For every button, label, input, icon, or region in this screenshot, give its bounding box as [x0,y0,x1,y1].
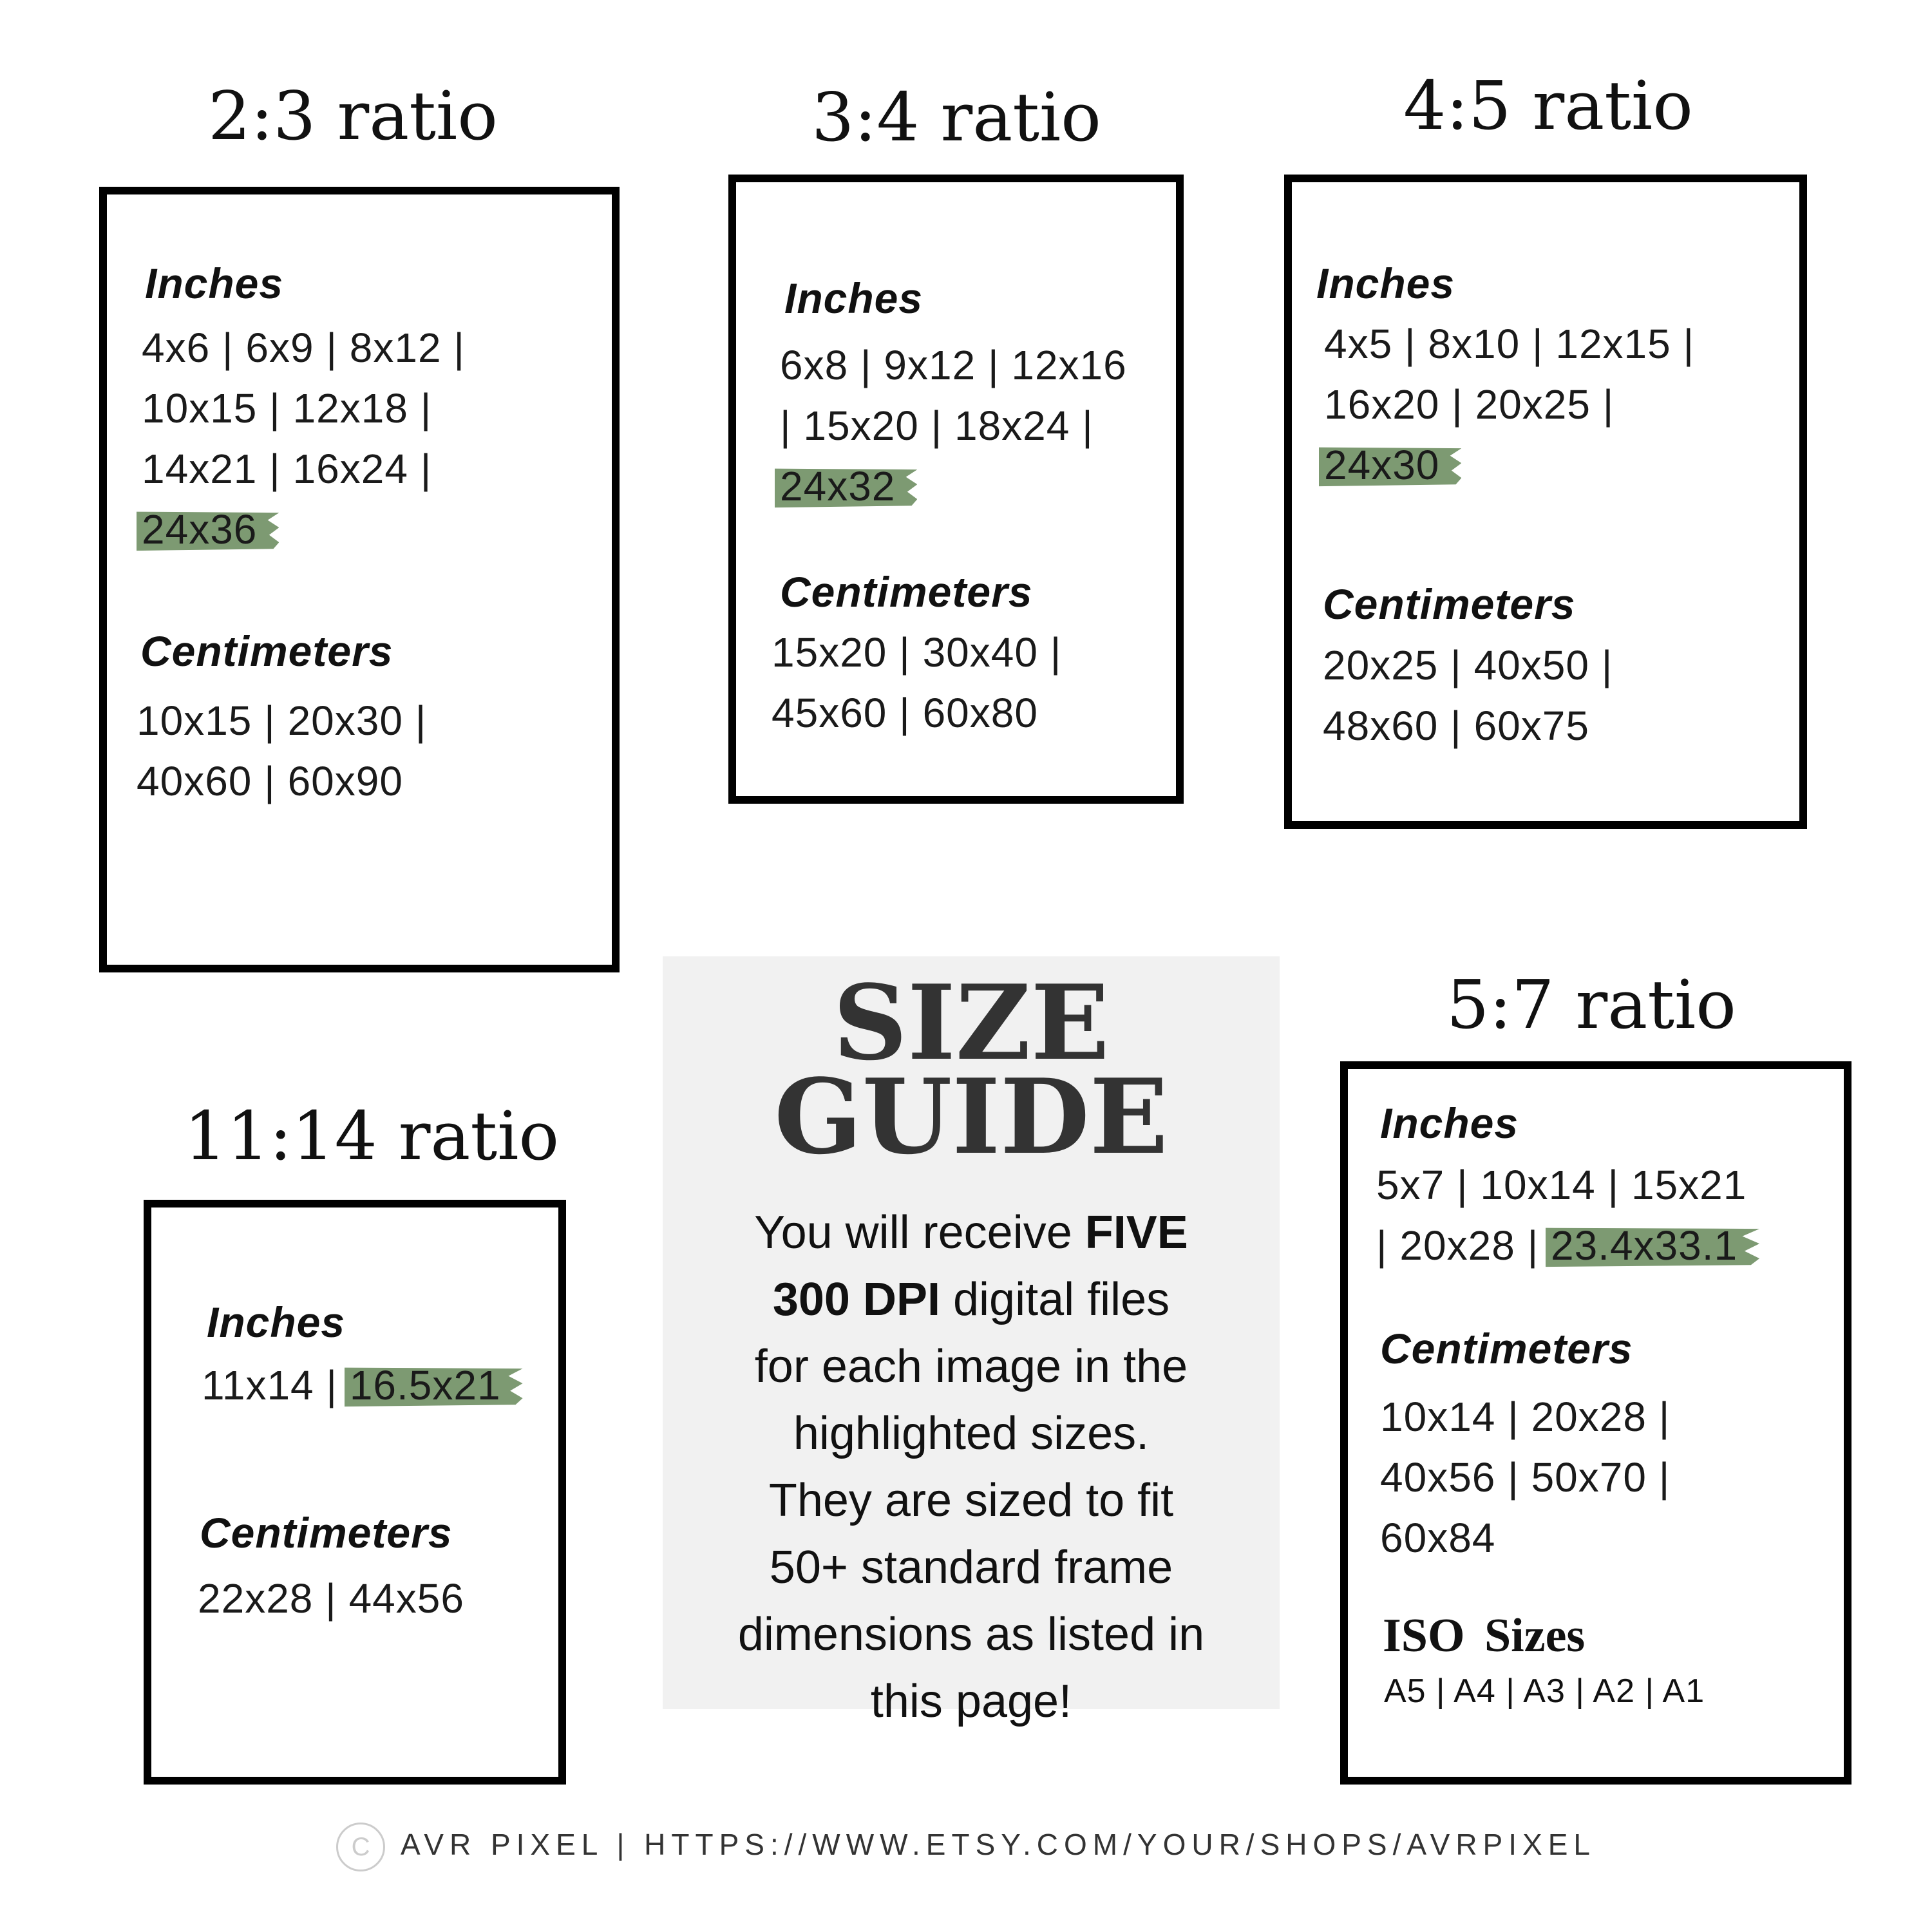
size-list-text: 6x8 | 9x12 | 12x16 [780,342,1127,388]
inches-sizes-line: 11x14 | 16.5x21 [202,1355,523,1416]
ratio-frame-11-14: Inches 11x14 | 16.5x21 Centimeters 22x28 | … [144,1200,566,1785]
inches-heading: Inches [1316,260,1455,307]
inches-sizes-line: 24x36 [137,499,279,560]
guide-text: You will receive [754,1207,1085,1258]
inches-sizes-line: 14x21 | 16x24 | [142,439,431,499]
size-list-text: 16x20 | 20x25 | [1324,381,1615,428]
inches-sizes-line: 16x20 | 20x25 | [1324,374,1614,435]
ratio-title: 5:7 ratio [1446,965,1736,1044]
centimeters-sizes-line: 15x20 | 30x40 | [772,629,1062,676]
inches-sizes-line: 24x32 [775,456,918,516]
size-list-text: | 15x20 | 18x24 | [780,402,1094,449]
centimeters-heading: Centimeters [1380,1325,1633,1372]
centimeters-sizes-line: 45x60 | 60x80 [772,690,1038,736]
guide-text-bold: 300 DPI [772,1274,940,1325]
size-guide-paper [663,956,1280,1709]
centimeters-sizes-line: 40x60 | 60x90 [137,758,403,804]
guide-text: dimensions as listed in [737,1609,1205,1660]
centimeters-heading: Centimeters [780,568,1033,616]
guide-text: for each image in the [754,1341,1188,1392]
guide-text: They are sized to fit [768,1475,1174,1526]
ratio-frame-4-5: Inches 4x5 | 8x10 | 12x15 | 16x20 | 20x25 … [1284,175,1807,829]
size-list-text: 5x7 | 10x14 | 15x21 [1376,1162,1747,1208]
guide-text: this page! [870,1676,1072,1727]
guide-text-bold: FIVE [1084,1207,1188,1258]
inches-sizes-line: 6x8 | 9x12 | 12x16 [780,335,1127,395]
size-list-text: 11x14 | [202,1362,350,1408]
size-list-text: 4x5 | 8x10 | 12x15 | [1324,321,1695,367]
centimeters-sizes-line: 10x14 | 20x28 | [1380,1394,1671,1440]
size-guide-title-line1: SIZE [833,962,1110,1083]
iso-sizes-heading: ISO Sizes [1383,1609,1586,1662]
highlighted-size: 16.5x21 [344,1367,523,1407]
highlighted-size: 24x36 [137,511,279,551]
footer: C AVR PIXEL | HTTPS://WWW.ETSY.COM/YOUR/S… [0,1823,1932,1871]
inches-sizes-line: 24x30 [1319,435,1462,495]
footer-text: AVR PIXEL | HTTPS://WWW.ETSY.COM/YOUR/SH… [401,1828,1596,1862]
centimeters-sizes-line: 60x84 [1380,1515,1496,1561]
ratio-title: 3:4 ratio [811,78,1101,156]
centimeters-heading: Centimeters [140,627,393,675]
size-list-text: | 20x28 | [1376,1222,1551,1269]
inches-sizes-line: | 15x20 | 18x24 | [780,395,1094,456]
iso-sizes-line: A5 | A4 | A3 | A2 | A1 [1384,1672,1705,1710]
inches-sizes-line: 5x7 | 10x14 | 15x21 [1376,1155,1747,1215]
size-guide-title: SIZE GUIDE [663,962,1280,1177]
highlighted-size: 23.4x33.1 [1545,1227,1760,1267]
highlighted-size: 24x30 [1319,447,1462,487]
centimeters-heading: Centimeters [1323,580,1576,628]
size-guide-title-line2: GUIDE [774,1056,1168,1177]
inches-heading: Inches [145,260,284,307]
guide-text: highlighted sizes. [793,1408,1150,1459]
size-list-text: 14x21 | 16x24 | [142,446,432,492]
centimeters-sizes-line: 22x28 | 44x56 [198,1575,464,1622]
inches-sizes-line: 4x6 | 6x9 | 8x12 | [142,317,465,378]
inches-heading: Inches [1380,1099,1519,1147]
size-list-text: 4x6 | 6x9 | 8x12 | [142,325,465,371]
centimeters-sizes-line: 48x60 | 60x75 [1323,703,1589,749]
guide-text: digital files [940,1274,1170,1325]
centimeters-sizes-line: 10x15 | 20x30 | [137,697,427,744]
size-list-text: 10x15 | 12x18 | [142,385,432,431]
inches-heading: Inches [207,1298,346,1346]
ratio-title: 4:5 ratio [1403,66,1693,145]
inches-sizes-line: | 20x28 | 23.4x33.1 [1376,1215,1760,1276]
inches-heading: Inches [784,274,923,322]
ratio-frame-3-4: Inches 6x8 | 9x12 | 12x16 | 15x20 | 18x24 … [728,175,1184,804]
centimeters-sizes-line: 40x56 | 50x70 | [1380,1454,1671,1501]
inches-sizes-line: 4x5 | 8x10 | 12x15 | [1324,314,1694,374]
inches-sizes-line: 10x15 | 12x18 | [142,378,431,439]
ratio-frame-5-7: Inches 5x7 | 10x14 | 15x21 | 20x28 | 23.4x… [1340,1061,1852,1785]
size-guide-description: You will receive FIVE 300 DPI digital fi… [663,1199,1280,1735]
ratio-title: 2:3 ratio [208,77,498,155]
highlighted-size: 24x32 [775,468,918,508]
centimeters-heading: Centimeters [200,1509,453,1557]
ratio-title: 11:14 ratio [184,1097,560,1175]
guide-text: 50+ standard frame [769,1542,1173,1593]
centimeters-sizes-line: 20x25 | 40x50 | [1323,642,1613,688]
ratio-frame-2-3: Inches 4x6 | 6x9 | 8x12 | 10x15 | 12x18 | 1… [99,187,620,972]
copyright-icon: C [336,1823,386,1871]
